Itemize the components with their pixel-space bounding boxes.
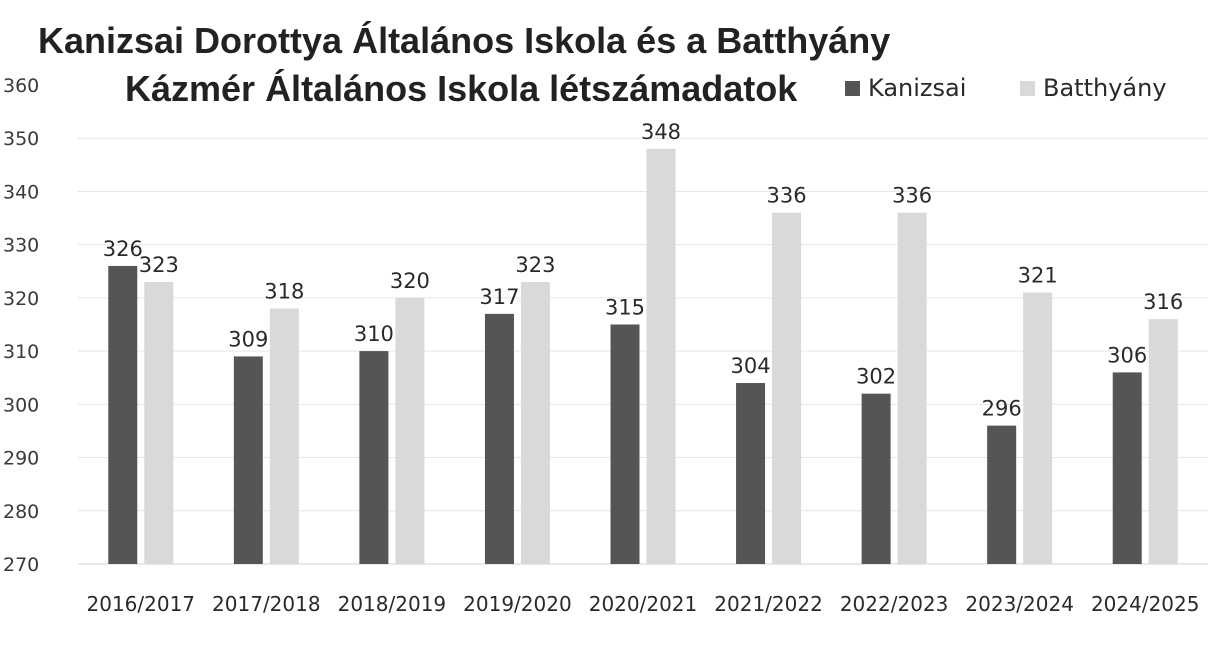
- x-tick-label: 2021/2022: [714, 592, 823, 616]
- x-tick-label: 2016/2017: [87, 592, 196, 616]
- x-tick-label: 2018/2019: [338, 592, 447, 616]
- data-label: 304: [731, 354, 771, 378]
- data-label: 316: [1143, 290, 1183, 314]
- bar-batthyany: [269, 308, 299, 564]
- chart-title-line-2: Kázmér Általános Iskola létszámadatok: [125, 68, 798, 109]
- bar-kanizsai: [987, 425, 1017, 564]
- bar-batthyany: [1023, 292, 1053, 564]
- x-tick-label: 2020/2021: [589, 592, 698, 616]
- bar-batthyany: [646, 148, 676, 564]
- legend-label-kanizsai: Kanizsai: [868, 74, 967, 102]
- legend-item-kanizsai: Kanizsai: [845, 74, 966, 102]
- x-tick-label: 2024/2025: [1091, 592, 1200, 616]
- data-label: 296: [982, 397, 1022, 421]
- data-label: 302: [856, 365, 896, 389]
- bar-batthyany: [144, 281, 174, 564]
- bar-batthyany: [520, 281, 550, 564]
- data-label: 326: [103, 237, 143, 261]
- x-tick-label: 2022/2023: [840, 592, 949, 616]
- bar-kanizsai: [484, 313, 514, 564]
- data-label: 318: [264, 280, 304, 304]
- y-tick-label: 340: [3, 181, 39, 203]
- y-tick-label: 360: [3, 75, 39, 97]
- bar-kanizsai: [233, 356, 263, 564]
- bar-kanizsai: [108, 265, 138, 564]
- y-tick-label: 300: [3, 394, 39, 416]
- legend-swatch-batthyany: [1020, 80, 1035, 96]
- bar-kanizsai: [610, 324, 640, 564]
- y-tick-label: 320: [3, 288, 39, 310]
- data-label: 317: [479, 285, 519, 309]
- x-tick-label: 2023/2024: [965, 592, 1074, 616]
- data-label: 323: [515, 253, 555, 277]
- bar-batthyany: [772, 212, 802, 564]
- y-tick-label: 330: [3, 235, 39, 257]
- y-tick-label: 290: [3, 448, 39, 470]
- data-label: 320: [390, 269, 430, 293]
- bar-kanizsai: [359, 351, 389, 564]
- chart-title-line-1: Kanizsai Dorottya Általános Iskola és a …: [38, 20, 891, 61]
- data-label: 336: [767, 184, 807, 208]
- data-label: 336: [892, 184, 932, 208]
- data-label: 315: [605, 296, 645, 320]
- legend-swatch-kanizsai: [845, 80, 860, 96]
- bar-kanizsai: [736, 383, 766, 564]
- data-label: 309: [228, 327, 268, 351]
- x-tick-label: 2017/2018: [212, 592, 321, 616]
- y-tick-label: 280: [3, 501, 39, 523]
- legend-item-batthyany: Batthyány: [1020, 74, 1167, 102]
- bar-kanizsai: [1112, 372, 1142, 564]
- x-tick-label: 2019/2020: [463, 592, 572, 616]
- bar-batthyany: [395, 297, 425, 564]
- data-label: 310: [354, 322, 394, 346]
- y-tick-label: 310: [3, 341, 39, 363]
- data-label: 348: [641, 120, 681, 144]
- bar-batthyany: [1148, 319, 1178, 564]
- bar-batthyany: [897, 212, 927, 564]
- bar-kanizsai: [861, 393, 891, 564]
- y-tick-label: 350: [3, 128, 39, 150]
- data-label: 306: [1107, 343, 1147, 367]
- data-label: 321: [1018, 264, 1058, 288]
- legend-label-batthyany: Batthyány: [1043, 74, 1167, 102]
- y-tick-label: 270: [3, 554, 39, 576]
- data-label: 323: [139, 253, 179, 277]
